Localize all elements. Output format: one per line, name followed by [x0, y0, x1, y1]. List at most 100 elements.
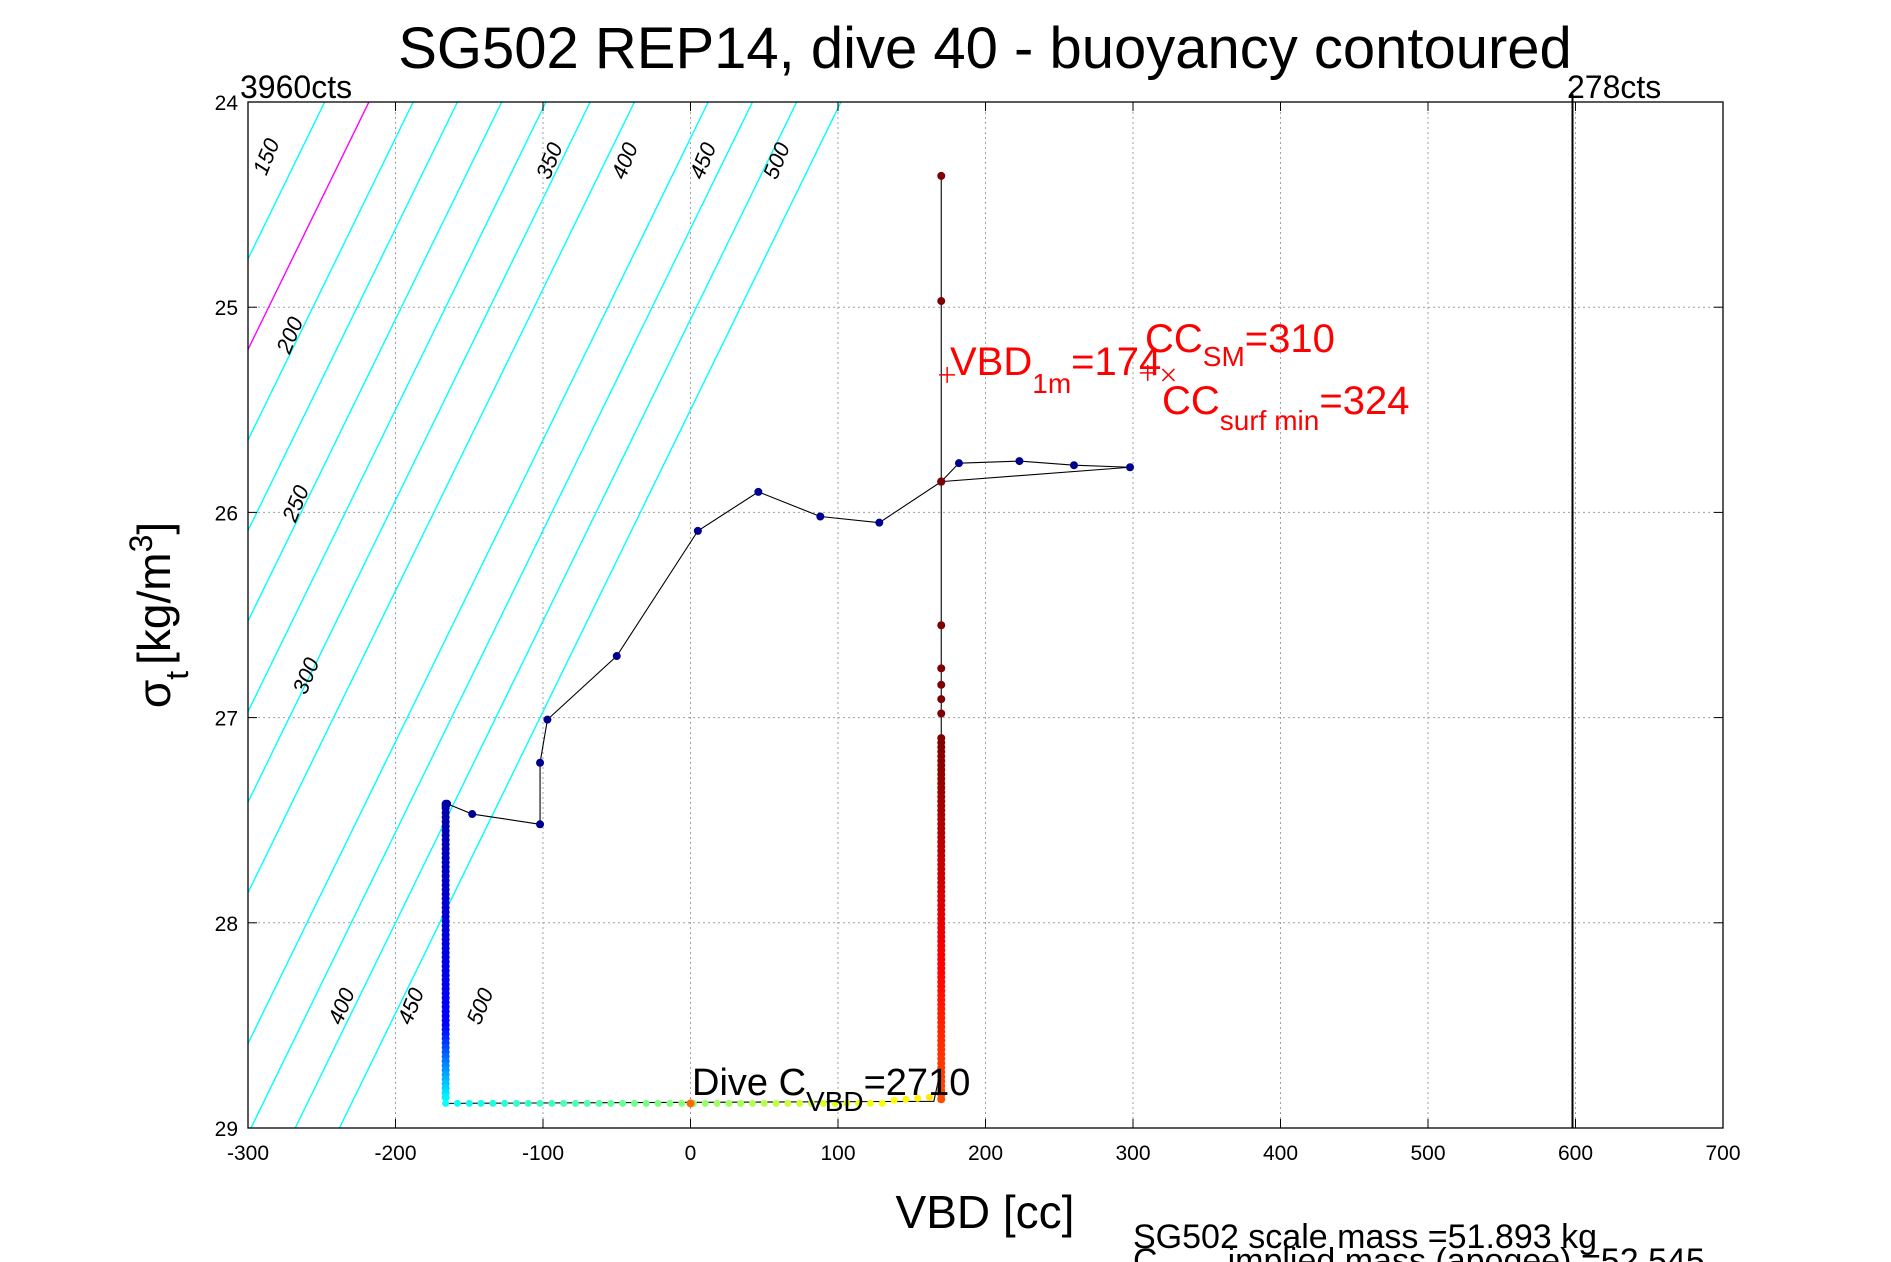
- corner-label-left: 3960cts: [240, 69, 352, 105]
- vbd-1m-label-value: =174: [1071, 340, 1161, 384]
- y-tick-label: 24: [215, 92, 239, 115]
- contour-line-250: [248, 102, 414, 442]
- bottom-point: [760, 1099, 768, 1107]
- contour-line-200: [248, 102, 370, 352]
- profile-point: [754, 487, 763, 496]
- y-axis-label-unit: [kg/m: [128, 552, 180, 664]
- profile-point: [816, 512, 825, 521]
- bottom-point: [843, 1099, 851, 1107]
- ascent-point: [937, 709, 946, 718]
- contour-line-450: [294, 102, 798, 1128]
- bottom-point: [784, 1099, 792, 1107]
- bottom-point: [607, 1099, 615, 1107]
- footer-implied-mass-c: C: [1133, 1242, 1158, 1262]
- svg-text:VBD1m=174: VBD1m=174: [950, 340, 1161, 399]
- descent-point: [441, 1093, 450, 1102]
- cc-surf-min-marker-b: [1161, 368, 1175, 382]
- svg-text:σt[kg/m3]: σt [kg/m3]: [123, 522, 195, 708]
- x-tick-label: 600: [1558, 1142, 1593, 1165]
- profile-point: [468, 810, 477, 819]
- profile-point: [536, 820, 545, 829]
- contour-line-450: [248, 102, 591, 804]
- y-axis-label-close: ]: [128, 522, 180, 535]
- y-tick-label: 26: [215, 502, 238, 525]
- cc-sm-label-main: CC: [1145, 317, 1203, 361]
- red-annotations: VBD1m=174 CCSM=310 CCsurf min=324: [939, 317, 1409, 436]
- contour-line-400: [250, 102, 754, 1128]
- ascent-point: [937, 171, 946, 180]
- y-axis-label-sub: t: [159, 671, 195, 680]
- cc-sm-label-sub: SM: [1203, 341, 1245, 372]
- bottom-point: [465, 1099, 473, 1107]
- bottom-point: [560, 1099, 568, 1107]
- y-tick-label: 28: [215, 913, 238, 936]
- cc-sm-label-value: =310: [1245, 317, 1335, 361]
- cc-surf-label-main: CC: [1162, 379, 1220, 423]
- contour-line-350: [248, 102, 503, 623]
- bottom-point: [548, 1099, 556, 1107]
- ascent-point: [937, 621, 946, 630]
- bottom-point: [831, 1099, 839, 1107]
- footer-implied-mass-text: implied mass (apogee) =52.545: [1228, 1242, 1705, 1262]
- dive-cvbd-value: =2710: [864, 1062, 971, 1104]
- profile-point: [954, 459, 963, 468]
- x-tick-label: 200: [968, 1142, 1003, 1165]
- chart-title: SG502 REP14, dive 40 - buoyancy contoure…: [398, 16, 1572, 81]
- bottom-point: [855, 1099, 863, 1107]
- bottom-point: [630, 1099, 638, 1107]
- bottom-point: [737, 1099, 745, 1107]
- vbd-1m-label-sub: 1m: [1032, 368, 1071, 399]
- y-tick-label: 29: [215, 1118, 238, 1141]
- bottom-point: [902, 1095, 910, 1103]
- profile-point: [536, 758, 545, 767]
- bottom-point: [796, 1099, 804, 1107]
- vbd-1m-label-main: VBD: [950, 340, 1032, 384]
- contour-line-400: [248, 102, 547, 714]
- buoyancy-contours: [248, 102, 842, 1128]
- bottom-point: [595, 1099, 603, 1107]
- axis-ticks: -300 -200 -100 0 100 200 300 400 500 600 700 24 25 26…: [215, 92, 1741, 1165]
- y-axis-label: σt [kg/m3]: [123, 522, 195, 708]
- bottom-point: [701, 1099, 709, 1107]
- x-tick-label: -200: [374, 1142, 416, 1165]
- svg-text:CCSM=310: CCSM=310: [1145, 317, 1335, 372]
- bottom-point: [819, 1099, 827, 1107]
- profile-point: [693, 526, 702, 535]
- bottom-point: [890, 1096, 898, 1104]
- bottom-point: [619, 1099, 627, 1107]
- x-tick-label: -300: [227, 1142, 269, 1165]
- x-tick-label: 300: [1115, 1142, 1150, 1165]
- bottom-point: [642, 1099, 650, 1107]
- y-axis-label-sup: 3: [123, 535, 159, 553]
- x-tick-label: 400: [1263, 1142, 1298, 1165]
- bottom-point: [807, 1099, 815, 1107]
- cc-surf-label-sub: surf min: [1220, 405, 1320, 436]
- profile-point: [1015, 457, 1024, 466]
- y-tick-label: 27: [215, 708, 238, 731]
- profile-point: [875, 518, 884, 527]
- bottom-point: [583, 1099, 591, 1107]
- corner-label-right: 278cts: [1567, 69, 1661, 105]
- x-axis-label: VBD [cc]: [896, 1186, 1075, 1238]
- ascent-point: [937, 664, 946, 673]
- x-tick-label: 100: [820, 1142, 855, 1165]
- bottom-point: [524, 1099, 532, 1107]
- bottom-point: [666, 1099, 674, 1107]
- x-tick-label: -100: [522, 1142, 564, 1165]
- bottom-point: [453, 1099, 461, 1107]
- profile-point: [1126, 463, 1135, 472]
- bottom-point: [489, 1099, 497, 1107]
- ascent-point: [937, 695, 946, 704]
- profile-point: [612, 652, 621, 661]
- ascent-point: [937, 477, 946, 486]
- cc-surf-label-value: =324: [1319, 379, 1409, 423]
- bottom-point: [914, 1094, 922, 1102]
- bottom-point: [748, 1099, 756, 1107]
- bottom-point: [772, 1099, 780, 1107]
- footer-scale-mass: SG502 scale mass =51.893 kg: [1133, 1218, 1597, 1256]
- bottom-point: [866, 1099, 874, 1107]
- profile-point: [1070, 461, 1078, 470]
